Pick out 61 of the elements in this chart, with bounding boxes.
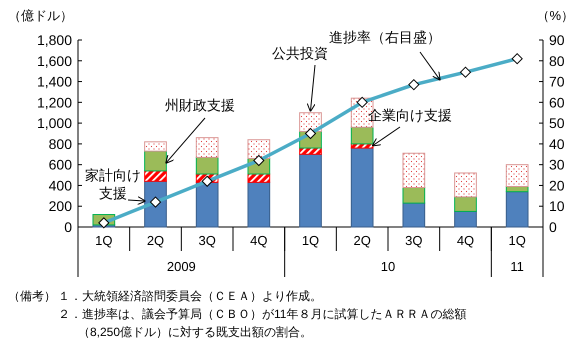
bar <box>454 196 477 212</box>
x-tick-label: 2Q <box>146 233 164 248</box>
y-tick-label: 1,000 <box>36 115 72 132</box>
bar <box>299 154 322 228</box>
y2-tick-label: 80 <box>549 52 565 69</box>
bar <box>247 139 270 159</box>
bar <box>506 164 529 187</box>
x-tick-label: 4Q <box>250 233 268 248</box>
bar <box>506 191 529 228</box>
x-tick-label: 1Q <box>302 233 320 248</box>
bar <box>144 141 167 152</box>
bar <box>350 126 374 144</box>
y2-tick-label: 30 <box>549 156 565 173</box>
y-tick-label: 800 <box>48 136 72 152</box>
bar <box>196 156 219 175</box>
y-tick-label: 200 <box>48 198 72 214</box>
text: ２．進捗率は、議会予算局（ＣＢＯ）が11年８月に試算したＡＲＲＡの総額 <box>58 307 466 321</box>
y2-tick-label: 70 <box>549 74 565 90</box>
x-tick-label: 1Q <box>508 233 526 248</box>
bar <box>402 187 426 204</box>
y-tick-label: 1,200 <box>36 94 72 110</box>
y2-tick-label: 40 <box>549 136 565 152</box>
x-tick-label: 2Q <box>353 233 371 248</box>
y2-tick-label: 20 <box>549 177 565 194</box>
bar <box>402 152 426 188</box>
x-tick-label: 1Q <box>95 233 113 248</box>
bar <box>196 182 219 228</box>
text: 11 <box>510 259 524 274</box>
y2-axis-title: （%） <box>536 8 574 23</box>
bar <box>299 148 322 155</box>
text: 2009 <box>166 259 196 274</box>
y-tick-label: 1,800 <box>36 32 72 48</box>
text: 10 <box>380 259 396 274</box>
bar <box>144 150 167 172</box>
y-tick-label: 1,400 <box>36 74 72 90</box>
series-label: 企業向け支援 <box>368 107 452 123</box>
y-tick-label: 600 <box>48 156 72 173</box>
bar <box>402 202 426 228</box>
y-tick-label: 400 <box>48 177 72 194</box>
y2-tick-label: 50 <box>549 115 565 132</box>
text: （備考） <box>8 289 56 303</box>
x-tick-label: 4Q <box>456 233 474 248</box>
bar <box>454 210 477 228</box>
bar <box>350 148 374 228</box>
bar <box>454 172 477 198</box>
bar <box>144 170 167 182</box>
y2-tick-label: 90 <box>549 32 565 48</box>
y2-tick-label: 0 <box>549 219 557 235</box>
text: （8,250億ドル）に対する既支出額の割合。 <box>78 325 312 339</box>
y-tick-label: 1,600 <box>36 52 72 69</box>
y-tick-label: 0 <box>64 219 72 235</box>
bar <box>196 137 219 158</box>
series-label: 家計向け支援 <box>85 167 141 201</box>
y-axis-title: （億ドル） <box>8 8 73 23</box>
bar <box>247 174 270 183</box>
x-tick-label: 3Q <box>405 233 423 248</box>
y2-tick-label: 60 <box>549 94 565 110</box>
text: １．大統領経済諮問委員会（ＣＥＡ）より作成。 <box>58 289 322 303</box>
x-tick-label: 3Q <box>198 233 216 248</box>
bar <box>247 182 270 228</box>
y2-tick-label: 10 <box>549 198 565 214</box>
